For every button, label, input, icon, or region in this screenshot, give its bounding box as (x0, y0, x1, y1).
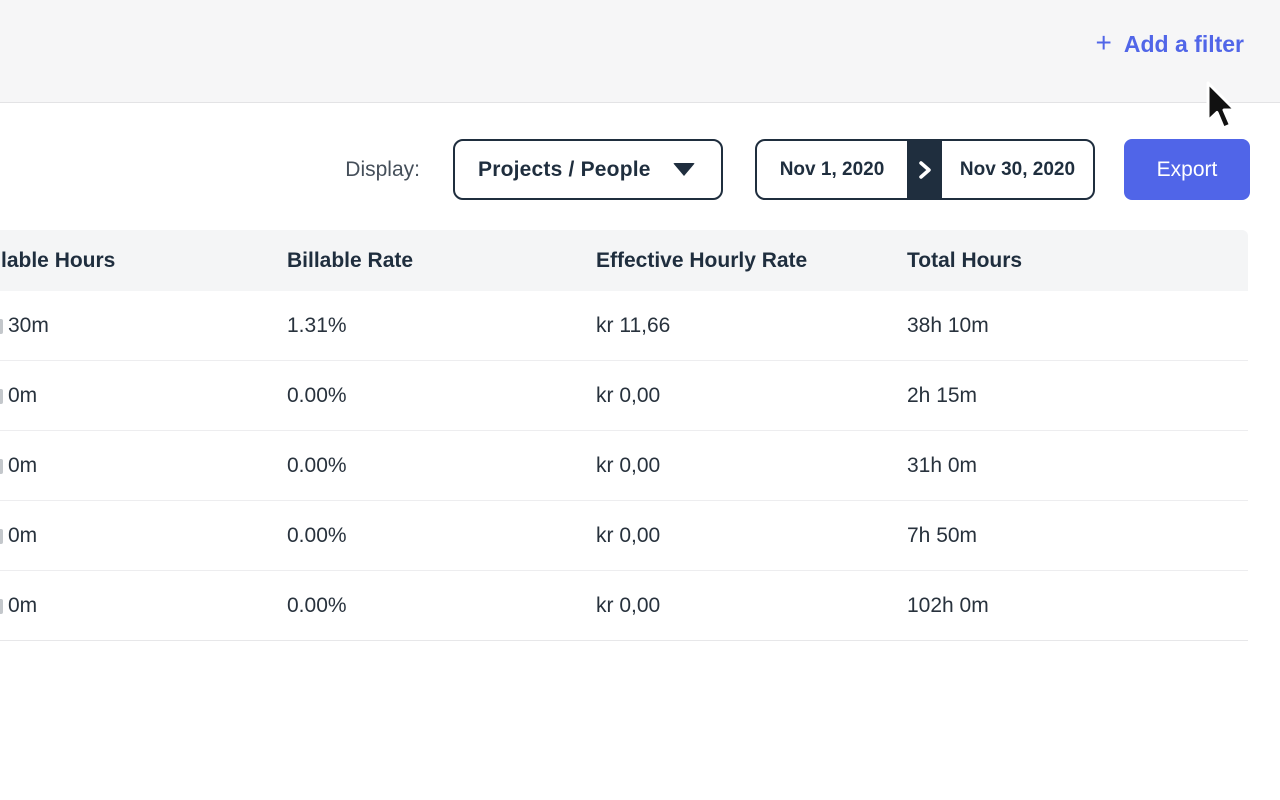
report-table: lable Hours Billable Rate Effective Hour… (0, 230, 1248, 641)
clipped-text-fragment (0, 459, 3, 474)
table-header-row: lable Hours Billable Rate Effective Hour… (0, 230, 1248, 291)
date-range-picker[interactable]: Nov 1, 2020 Nov 30, 2020 (755, 139, 1095, 200)
table-cell: kr 11,66 (596, 313, 671, 337)
table-row: 0m 0.00% kr 0,00 31h 0m (0, 431, 1248, 501)
table-cell: 0m (8, 383, 38, 407)
chevron-right-icon (907, 141, 942, 198)
clipped-text-fragment (0, 599, 3, 614)
clipped-text-fragment (0, 389, 3, 404)
column-header-billable-rate: Billable Rate (287, 248, 414, 272)
filter-bar: + Add a filter (0, 0, 1280, 103)
table-row: 0m 0.00% kr 0,00 7h 50m (0, 501, 1248, 571)
table-cell: 0m (8, 593, 38, 617)
table-cell: 31h 0m (907, 453, 978, 477)
table-cell: 38h 10m (907, 313, 989, 337)
table-row: 0m 0.00% kr 0,00 102h 0m (0, 571, 1248, 641)
table-cell: 0m (8, 453, 38, 477)
date-start[interactable]: Nov 1, 2020 (779, 158, 885, 180)
add-filter-label: Add a filter (1123, 30, 1244, 57)
table-cell: kr 0,00 (596, 383, 661, 407)
table-cell: 0.00% (287, 383, 347, 407)
table-cell: kr 0,00 (596, 523, 661, 547)
add-filter-button[interactable]: + Add a filter (1095, 27, 1244, 58)
display-dropdown-value: Projects / People (478, 157, 651, 181)
export-button[interactable]: Export (1124, 139, 1250, 200)
table-cell: kr 0,00 (596, 453, 661, 477)
table-cell: kr 0,00 (596, 593, 661, 617)
plus-icon: + (1095, 27, 1112, 58)
column-header-effective-hourly-rate: Effective Hourly Rate (596, 248, 808, 272)
table-cell: 7h 50m (907, 523, 978, 547)
table-cell: 0m (8, 523, 38, 547)
table-cell: 0.00% (287, 523, 347, 547)
table-cell: 30m (8, 313, 49, 337)
table-row: 30m 1.31% kr 11,66 38h 10m (0, 291, 1248, 361)
table-cell: 0.00% (287, 593, 347, 617)
date-end[interactable]: Nov 30, 2020 (959, 158, 1076, 180)
table-cell: 2h 15m (907, 383, 978, 407)
chevron-down-icon (673, 163, 695, 176)
table-cell: 102h 0m (907, 593, 989, 617)
clipped-text-fragment (0, 529, 3, 544)
display-label: Display: (345, 158, 420, 181)
table-row: 0m 0.00% kr 0,00 2h 15m (0, 361, 1248, 431)
clipped-text-fragment (0, 319, 3, 334)
column-header-billable-hours: lable Hours (1, 248, 116, 272)
table-cell: 0.00% (287, 453, 347, 477)
display-dropdown[interactable]: Projects / People (453, 139, 723, 200)
table-cell: 1.31% (287, 313, 347, 337)
table-body: 30m 1.31% kr 11,66 38h 10m 0m 0.00% kr 0,00 2h … (0, 291, 1248, 641)
column-header-total-hours: Total Hours (907, 248, 1023, 272)
